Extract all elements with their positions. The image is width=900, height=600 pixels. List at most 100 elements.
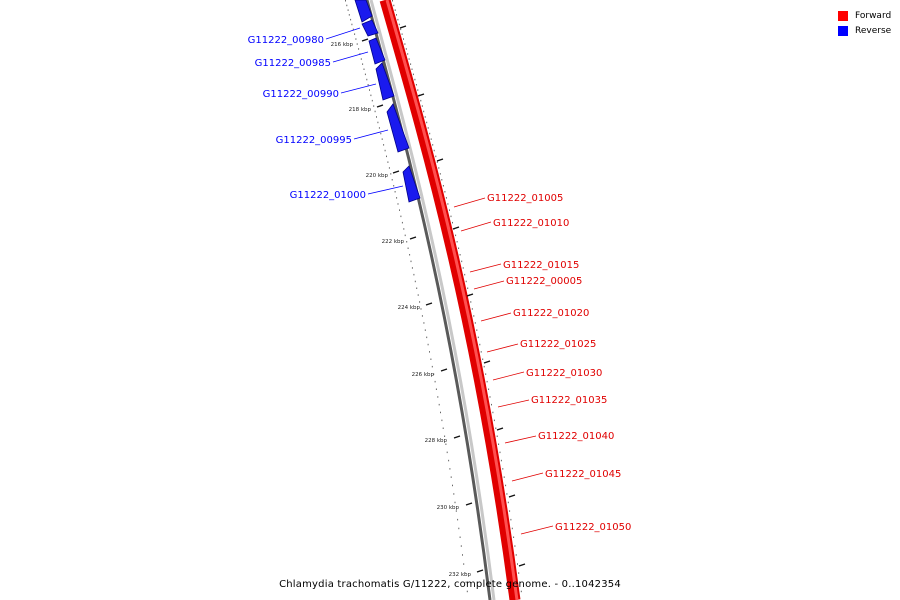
reverse-gene-leader bbox=[367, 185, 404, 195]
scale-dot bbox=[464, 273, 466, 276]
scale-dot bbox=[435, 388, 437, 390]
scale-dot bbox=[410, 260, 412, 263]
scale-dot bbox=[439, 173, 441, 175]
scale-dot bbox=[474, 322, 476, 324]
forward-gene-leader bbox=[460, 221, 492, 232]
scale-dot bbox=[445, 443, 447, 445]
scale-dot bbox=[399, 209, 400, 211]
scale-dot bbox=[352, 28, 354, 31]
scale-dot bbox=[374, 110, 376, 113]
tick-mark bbox=[453, 435, 461, 439]
scale-dot bbox=[470, 301, 472, 303]
scale-dot bbox=[354, 33, 356, 35]
forward-gene-label[interactable]: G11222_01040 bbox=[538, 431, 614, 442]
scale-dot bbox=[360, 58, 362, 60]
scale-dot bbox=[426, 121, 428, 124]
scale-dot bbox=[392, 0, 393, 2]
scale-dot bbox=[450, 215, 452, 218]
scale-dot bbox=[466, 590, 468, 593]
scale-dot bbox=[396, 197, 398, 199]
scale-dot bbox=[471, 308, 473, 310]
scale-dot bbox=[427, 343, 429, 346]
forward-gene-label[interactable]: G11222_01050 bbox=[555, 522, 631, 533]
scale-dot bbox=[446, 451, 448, 454]
tick-mark bbox=[436, 158, 444, 162]
scale-dot bbox=[396, 14, 397, 16]
scale-dot bbox=[495, 427, 497, 429]
scale-dot bbox=[461, 260, 463, 263]
tick-mark bbox=[466, 293, 474, 297]
forward-gene-label[interactable]: G11222_01005 bbox=[487, 193, 563, 204]
reverse-gene-block bbox=[361, 19, 379, 37]
scale-dot bbox=[390, 173, 392, 175]
forward-strand-band bbox=[379, 0, 521, 600]
forward-gene-label[interactable]: G11222_01025 bbox=[520, 339, 596, 350]
scale-dot bbox=[435, 155, 437, 158]
scale-dot bbox=[364, 73, 366, 76]
forward-gene-label[interactable]: G11222_01035 bbox=[531, 395, 607, 406]
scale-dot bbox=[362, 63, 364, 65]
scale-dot bbox=[457, 518, 459, 521]
scale-dot bbox=[456, 241, 458, 243]
forward-gene-leader bbox=[511, 472, 544, 482]
scale-dot bbox=[448, 459, 450, 462]
forward-gene-label[interactable]: G11222_01045 bbox=[545, 469, 621, 480]
scale-dot bbox=[350, 18, 352, 21]
forward-gene-label[interactable]: G11222_01030 bbox=[526, 368, 602, 379]
scale-dot bbox=[411, 267, 413, 269]
scale-dot bbox=[462, 554, 463, 556]
tick-label: 232 kbp bbox=[449, 572, 472, 578]
scale-dot bbox=[409, 254, 411, 256]
genome-caption: Chlamydia trachomatis G/11222, complete … bbox=[279, 579, 621, 590]
scale-dot bbox=[510, 518, 512, 521]
scale-dot bbox=[417, 89, 419, 91]
reverse-gene-label[interactable]: G11222_01000 bbox=[290, 190, 366, 201]
reverse-gene-label[interactable]: G11222_00995 bbox=[276, 135, 352, 146]
scale-dot bbox=[477, 336, 479, 339]
scale-dot bbox=[347, 9, 349, 11]
scale-dot bbox=[482, 358, 484, 360]
scale-dot bbox=[496, 435, 498, 437]
scale-dot bbox=[346, 4, 348, 7]
tick-mark bbox=[425, 302, 433, 306]
scale-dot bbox=[463, 563, 465, 565]
scale-dot bbox=[465, 581, 467, 583]
reverse-gene-label[interactable]: G11222_00985 bbox=[255, 58, 331, 69]
scale-dot bbox=[444, 191, 446, 193]
reverse-gene-label[interactable]: G11222_00980 bbox=[248, 35, 324, 46]
tick-mark bbox=[440, 368, 448, 372]
forward-gene-label[interactable]: G11222_00005 bbox=[506, 276, 582, 287]
reverse-gene-block bbox=[386, 103, 410, 153]
scale-dot bbox=[421, 315, 423, 317]
scale-dot bbox=[367, 84, 369, 86]
forward-gene-label[interactable]: G11222_01015 bbox=[503, 260, 579, 271]
scale-dot bbox=[455, 234, 457, 237]
scale-dot bbox=[371, 99, 373, 102]
legend-reverse-label: Reverse bbox=[855, 25, 892, 36]
tick-label: 220 kbp bbox=[366, 173, 389, 179]
forward-gene-label[interactable]: G11222_01010 bbox=[493, 218, 569, 229]
tick-mark bbox=[508, 494, 516, 498]
scale-dot bbox=[452, 484, 453, 487]
forward-gene-leader bbox=[504, 435, 537, 444]
forward-gene-leader bbox=[453, 197, 486, 208]
scale-dot bbox=[393, 4, 395, 7]
scale-dot bbox=[518, 572, 520, 574]
forward-gene-leader bbox=[469, 263, 502, 273]
tick-mark bbox=[465, 502, 473, 506]
forward-gene-label[interactable]: G11222_01020 bbox=[513, 308, 589, 319]
tick-mark bbox=[476, 569, 484, 573]
scale-dot bbox=[427, 127, 429, 129]
scale-dot bbox=[438, 403, 440, 406]
scale-dot bbox=[421, 105, 423, 107]
scale-dot bbox=[498, 443, 500, 445]
reverse-gene-block bbox=[368, 37, 386, 65]
scale-dot bbox=[449, 209, 450, 211]
scale-dot bbox=[458, 527, 460, 530]
scale-dot bbox=[377, 121, 379, 124]
reverse-gene-label[interactable]: G11222_00990 bbox=[263, 89, 339, 100]
scale-dot bbox=[506, 493, 508, 495]
scale-dot bbox=[400, 28, 402, 31]
tick-label: 222 kbp bbox=[382, 239, 405, 245]
